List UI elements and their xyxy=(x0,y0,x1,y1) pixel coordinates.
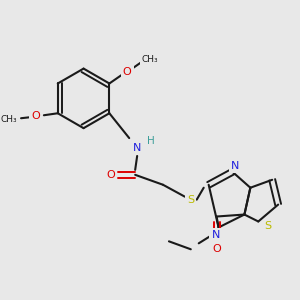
Text: O: O xyxy=(32,111,40,121)
Text: N: N xyxy=(133,143,141,153)
Text: O: O xyxy=(123,67,132,76)
Text: O: O xyxy=(106,170,115,180)
Text: H: H xyxy=(147,136,155,146)
Text: N: N xyxy=(212,230,220,240)
Text: N: N xyxy=(231,161,240,171)
Text: O: O xyxy=(212,244,221,254)
Text: CH₃: CH₃ xyxy=(142,55,158,64)
Text: CH₃: CH₃ xyxy=(1,115,17,124)
Text: S: S xyxy=(187,195,194,205)
Text: S: S xyxy=(265,221,272,231)
